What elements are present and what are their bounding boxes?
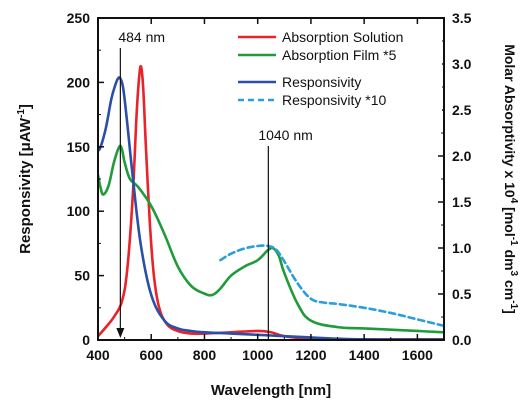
y-right-tick-label: 3.5 bbox=[452, 10, 472, 26]
y-left-tick-label: 100 bbox=[67, 203, 91, 219]
y-right-tick-label: 3.0 bbox=[452, 56, 472, 72]
axes-layer: 400 600 800 1000 1200 1400 1600 0 50 100 150 200 250… bbox=[67, 10, 472, 363]
y-left-tick-label: 150 bbox=[67, 139, 91, 155]
y-right-tick-label: 1.0 bbox=[452, 240, 472, 256]
y-right-label-part: 4 bbox=[508, 198, 519, 204]
y-axis-left-label: Responsivity [μAW-1] bbox=[16, 104, 34, 254]
y-left-tick-label: 0 bbox=[82, 332, 90, 348]
y-right-tick-label: 2.0 bbox=[452, 148, 472, 164]
legend-label-2: Absorption Film *5 bbox=[282, 47, 397, 63]
series-line-4 bbox=[219, 244, 444, 328]
annotation-layer: 484 nm 1040 nm bbox=[116, 29, 313, 340]
series-line-2 bbox=[98, 144, 444, 334]
x-tick-label: 400 bbox=[86, 347, 110, 363]
y-left-tick-label: 50 bbox=[74, 268, 90, 284]
legend-background bbox=[234, 27, 442, 119]
y-right-label-part: 3 bbox=[508, 271, 519, 277]
x-tick-label: 1200 bbox=[295, 347, 326, 363]
x-tick-label: 800 bbox=[193, 347, 217, 363]
legend-label-4: Responsivity *10 bbox=[282, 92, 386, 108]
y-right-tick-label: 1.5 bbox=[452, 194, 472, 210]
y-right-label-part: Molar Absorptivity x 10 bbox=[502, 44, 518, 198]
y-left-label-end: ] bbox=[17, 104, 34, 109]
annotation-label: 1040 nm bbox=[258, 127, 312, 143]
x-tick-label: 600 bbox=[140, 347, 164, 363]
legend: Absorption Solution Absorption Film *5 Res… bbox=[234, 27, 442, 119]
y-right-label-part: ] bbox=[502, 309, 518, 314]
y-left-tick-label: 250 bbox=[67, 10, 91, 26]
legend-label-3: Responsivity bbox=[282, 74, 361, 90]
y-left-label-main: Responsivity [μAW bbox=[17, 117, 34, 254]
annotation-arrowhead bbox=[116, 328, 125, 338]
y-right-label-part: -1 bbox=[508, 300, 519, 309]
y-left-label-sup: -1 bbox=[16, 109, 27, 118]
series-layer bbox=[98, 64, 444, 340]
annotation-label: 484 nm bbox=[118, 29, 165, 45]
x-tick-label: 1000 bbox=[242, 347, 273, 363]
y-right-tick-label: 2.5 bbox=[452, 102, 472, 118]
y-axis-right-label: Molar Absorptivity x 104 [mol-1 dm3 cm-1… bbox=[502, 44, 519, 314]
legend-label-1: Absorption Solution bbox=[282, 29, 403, 45]
y-right-tick-label: 0.5 bbox=[452, 286, 472, 302]
y-right-label-part: dm bbox=[502, 246, 518, 271]
y-right-label-part: -1 bbox=[508, 237, 519, 246]
y-left-tick-label: 200 bbox=[67, 74, 91, 90]
x-tick-label: 1400 bbox=[349, 347, 380, 363]
x-tick-label: 1600 bbox=[402, 347, 433, 363]
x-axis-label: Wavelength [nm] bbox=[211, 382, 331, 399]
y-right-tick-label: 0.0 bbox=[452, 332, 472, 348]
y-right-label-part: cm bbox=[502, 276, 518, 300]
y-right-label-part: [mol bbox=[502, 203, 518, 236]
series-line-3 bbox=[98, 76, 444, 340]
